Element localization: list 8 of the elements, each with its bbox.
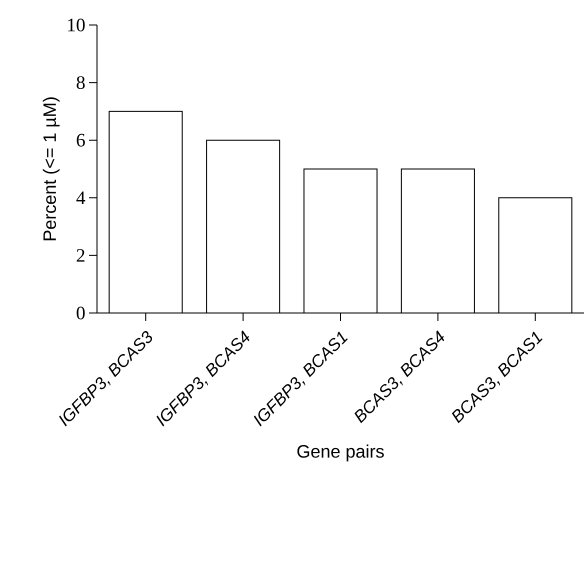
y-tick-label: 8: [76, 76, 85, 90]
y-tick-label: 2: [76, 249, 84, 262]
y-tick-label: 6: [76, 134, 85, 147]
y-tick-label: 10: [68, 18, 85, 32]
y-tick-label: 0: [76, 306, 85, 320]
y-axis-title: Percent (<= 1 µM): [42, 97, 60, 240]
y-tick-label: 4: [76, 192, 86, 204]
x-axis-title: Gene pairs: [297, 444, 384, 462]
